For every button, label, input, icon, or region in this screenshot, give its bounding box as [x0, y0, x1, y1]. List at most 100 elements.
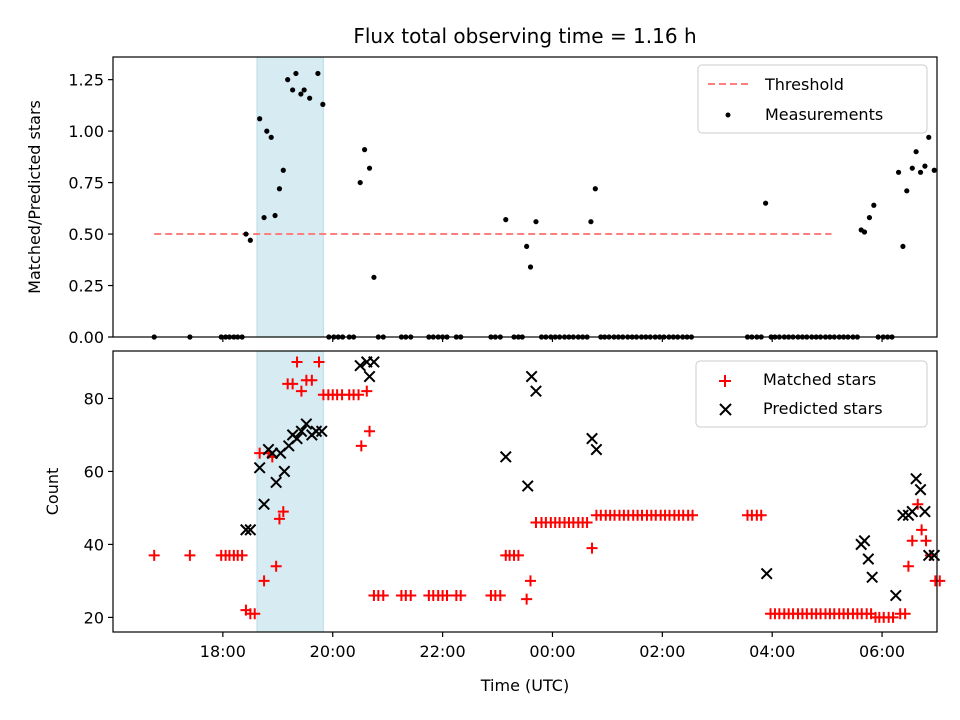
- x-tick-label: 02:00: [639, 642, 685, 661]
- matched-star-point: [236, 549, 248, 561]
- matched-star-point: [887, 611, 899, 623]
- matched-star-point: [364, 425, 376, 437]
- bottom-y-ticks: 20 40 60 80: [84, 389, 113, 627]
- predicted-star-point: [914, 483, 927, 496]
- predicted-star-point: [525, 370, 538, 383]
- predicted-star-point: [928, 549, 941, 562]
- x-tick-label: 06:00: [859, 642, 905, 661]
- x-tick-label: 00:00: [529, 642, 575, 661]
- y-tick-label: 20: [84, 608, 104, 627]
- matched-star-point: [273, 513, 285, 525]
- predicted-star-point: [889, 589, 902, 602]
- y-tick-label: 1.00: [68, 122, 104, 141]
- legend-threshold-label: Threshold: [764, 75, 844, 94]
- matched-star-point: [353, 389, 365, 401]
- measurement-point: [503, 217, 509, 223]
- measurement-point: [904, 188, 910, 194]
- measurement-point: [861, 229, 868, 235]
- matched-star-point: [277, 506, 289, 518]
- matched-star-point: [755, 509, 767, 521]
- matched-star-point: [586, 542, 598, 554]
- bottom-shaded-interval: [256, 350, 324, 633]
- chart-title: Flux total observing time = 1.16 h: [353, 24, 696, 48]
- measurement-point: [276, 186, 283, 192]
- measurement-point: [592, 186, 598, 192]
- predicted-star-point: [295, 425, 308, 438]
- x-tick-label: 22:00: [420, 642, 466, 661]
- measurement-point: [527, 264, 534, 270]
- measurement-point: [926, 134, 932, 140]
- predicted-star-point: [858, 534, 871, 547]
- predicted-star-point: [906, 505, 919, 518]
- measurement-point: [895, 169, 902, 175]
- predicted-star-point: [270, 476, 283, 489]
- measurement-point: [913, 149, 919, 155]
- top-legend: Threshold Measurements: [697, 64, 928, 134]
- predicted-star-point: [760, 567, 773, 580]
- legend-predicted-swatch: [719, 403, 732, 416]
- matched-star-point: [287, 378, 299, 390]
- predicted-star-point: [310, 425, 323, 438]
- measurement-point: [371, 274, 377, 280]
- matched-star-point: [920, 535, 932, 547]
- top-panel: Flux total observing time = 1.16 h 0.00 0…: [25, 24, 938, 347]
- matched-star-point: [306, 374, 318, 386]
- predicted-star-point: [530, 385, 542, 398]
- bottom-x-ticks: 18:00 20:00 22:00 00:00 02:00 04:00 06:00: [200, 632, 905, 661]
- measurement-point: [298, 91, 304, 97]
- matched-star-point: [377, 590, 389, 602]
- top-axes-frame: [112, 56, 938, 338]
- measurement-point: [357, 179, 363, 186]
- top-shaded-interval: [256, 56, 324, 338]
- predicted-stars-points: [240, 356, 941, 602]
- measurement-point: [247, 237, 253, 243]
- matched-star-point: [184, 549, 196, 561]
- measurement-point: [285, 77, 291, 83]
- top-legend-box: [697, 64, 928, 134]
- matched-star-point: [249, 608, 261, 620]
- bottom-y-axis-label: Count: [43, 468, 62, 516]
- legend-measurements-label: Measurements: [765, 105, 883, 124]
- y-tick-label: 0.50: [68, 225, 104, 244]
- measurement-point: [871, 202, 877, 208]
- measurement-point: [361, 147, 368, 153]
- measurement-point: [272, 212, 278, 219]
- matched-star-point: [912, 498, 924, 510]
- matched-star-point: [291, 356, 303, 368]
- measurement-point: [264, 128, 270, 134]
- legend-predicted-label: Predicted stars: [763, 399, 883, 418]
- matched-star-point: [361, 385, 373, 397]
- y-tick-label: 0.75: [68, 174, 104, 193]
- measurement-point: [366, 165, 373, 171]
- bottom-panel: 20 40 60 80 18:00 20:00 22:00 00:00 02:00 04:00 0…: [43, 350, 946, 695]
- measurement-point: [917, 169, 924, 175]
- predicted-star-point: [499, 450, 512, 463]
- matched-star-point: [916, 524, 928, 536]
- legend-matched-swatch: [719, 375, 731, 387]
- matched-star-point: [355, 440, 367, 452]
- measurement-point: [588, 219, 594, 225]
- predicted-star-point: [253, 461, 266, 474]
- predicted-star-point: [590, 443, 603, 456]
- predicted-star-point: [910, 472, 923, 485]
- top-y-ticks: 0.00 0.25 0.50 0.75 1.00 1.25: [68, 71, 113, 347]
- matched-star-point: [313, 356, 325, 368]
- matched-star-point: [521, 593, 533, 605]
- measurement-point: [290, 87, 296, 93]
- matched-star-point: [512, 549, 524, 561]
- measurement-point: [533, 219, 539, 225]
- predicted-star-point: [919, 505, 931, 518]
- top-x-ticks: [222, 337, 883, 342]
- matched-star-point: [494, 590, 506, 602]
- matched-star-point: [455, 590, 467, 602]
- matched-star-point: [441, 590, 453, 602]
- measurement-point: [280, 167, 286, 173]
- y-tick-label: 0.00: [68, 328, 104, 347]
- y-tick-label: 80: [84, 389, 104, 408]
- y-tick-label: 1.25: [68, 71, 104, 90]
- predicted-star-point: [244, 523, 257, 536]
- matched-stars-points: [148, 356, 946, 623]
- x-tick-label: 18:00: [200, 642, 246, 661]
- predicted-star-point: [922, 549, 935, 562]
